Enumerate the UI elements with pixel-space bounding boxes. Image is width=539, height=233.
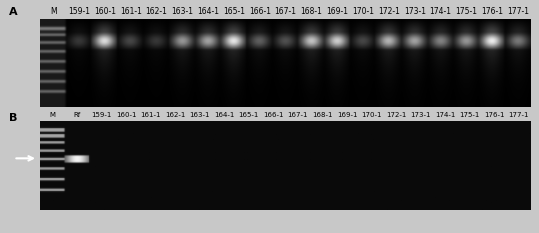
Text: 174-1: 174-1 xyxy=(430,7,452,16)
Text: 168-1: 168-1 xyxy=(312,112,333,118)
Text: 170-1: 170-1 xyxy=(352,7,374,16)
Text: 159-1: 159-1 xyxy=(68,7,90,16)
Text: 177-1: 177-1 xyxy=(507,7,529,16)
Text: 164-1: 164-1 xyxy=(214,112,234,118)
Text: M: M xyxy=(50,112,56,118)
Text: 176-1: 176-1 xyxy=(484,112,505,118)
Text: 166-1: 166-1 xyxy=(263,112,284,118)
Text: 164-1: 164-1 xyxy=(197,7,219,16)
Text: 169-1: 169-1 xyxy=(337,112,357,118)
Text: 162-1: 162-1 xyxy=(165,112,185,118)
Text: A: A xyxy=(9,7,17,17)
Text: 167-1: 167-1 xyxy=(275,7,296,16)
Text: 159-1: 159-1 xyxy=(92,112,112,118)
Text: 172-1: 172-1 xyxy=(386,112,406,118)
Text: Rf: Rf xyxy=(74,112,81,118)
Text: 176-1: 176-1 xyxy=(481,7,503,16)
Text: 163-1: 163-1 xyxy=(171,7,194,16)
Text: 165-1: 165-1 xyxy=(239,112,259,118)
Text: 160-1: 160-1 xyxy=(94,7,116,16)
Text: 167-1: 167-1 xyxy=(288,112,308,118)
Text: 172-1: 172-1 xyxy=(378,7,400,16)
Text: 173-1: 173-1 xyxy=(404,7,426,16)
Text: 163-1: 163-1 xyxy=(190,112,210,118)
Text: 168-1: 168-1 xyxy=(301,7,322,16)
Text: 174-1: 174-1 xyxy=(435,112,455,118)
Text: 175-1: 175-1 xyxy=(459,112,480,118)
Text: M: M xyxy=(50,7,57,16)
Text: 162-1: 162-1 xyxy=(146,7,168,16)
Text: 170-1: 170-1 xyxy=(361,112,382,118)
Text: 173-1: 173-1 xyxy=(410,112,431,118)
Text: 160-1: 160-1 xyxy=(116,112,136,118)
Text: 169-1: 169-1 xyxy=(326,7,348,16)
Text: 166-1: 166-1 xyxy=(249,7,271,16)
Text: 175-1: 175-1 xyxy=(455,7,478,16)
Text: 161-1: 161-1 xyxy=(120,7,142,16)
Text: 165-1: 165-1 xyxy=(223,7,245,16)
Text: 177-1: 177-1 xyxy=(508,112,529,118)
Text: B: B xyxy=(9,113,17,123)
Text: 161-1: 161-1 xyxy=(141,112,161,118)
